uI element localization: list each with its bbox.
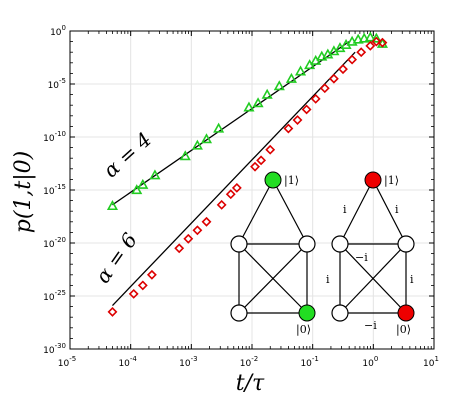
data-point-series-0 xyxy=(149,169,161,180)
y-tick-label: 10-25 xyxy=(43,289,66,303)
data-point-series-1 xyxy=(128,288,139,299)
data-point-series-0 xyxy=(243,101,255,112)
inset-graph-red: |1⟩ |0⟩ i i −i i i −i xyxy=(326,171,415,337)
data-point-series-0 xyxy=(213,122,225,133)
inset-green-node-mid-left xyxy=(230,235,248,253)
data-point-series-1 xyxy=(319,83,330,94)
x-tick-label: 10-5 xyxy=(58,355,76,369)
data-point-series-0 xyxy=(358,32,370,43)
inset-red-weight-bottom: −i xyxy=(364,319,377,332)
data-point-series-1 xyxy=(301,104,312,115)
data-point-series-1 xyxy=(192,225,203,236)
data-point-series-0 xyxy=(261,88,273,99)
data-point-series-1 xyxy=(201,216,212,227)
inset-red-weight-right: i xyxy=(410,273,414,286)
data-point-series-0 xyxy=(294,65,307,76)
marker-layer xyxy=(106,31,388,317)
data-point-series-0 xyxy=(364,31,376,42)
x-tick-label: 10-3 xyxy=(179,355,197,369)
inset-green-node-bottom-right xyxy=(298,304,316,322)
x-axis-label: t/τ xyxy=(236,371,265,396)
inset-red-node-mid-left xyxy=(331,235,349,253)
fit-layer xyxy=(111,41,356,306)
x-tick-label: 10-2 xyxy=(240,355,258,369)
inset-green-edges xyxy=(238,179,308,314)
data-point-series-1 xyxy=(292,115,303,125)
inset-graph-green: |1⟩ |0⟩ xyxy=(230,171,316,337)
x-tick-label: 100 xyxy=(362,355,378,369)
inset-red-weight-upper-right: i xyxy=(395,203,399,216)
y-tick-label: 10-30 xyxy=(43,342,66,356)
annotation-alpha-6: α = 6 xyxy=(90,228,142,288)
y-tick-label: 10-10 xyxy=(43,130,66,144)
data-point-series-0 xyxy=(131,184,143,195)
data-point-series-1 xyxy=(174,243,185,254)
x-tick-label: 101 xyxy=(423,355,439,369)
fit-line-series-0 xyxy=(112,41,350,206)
inset-red-edges xyxy=(339,179,407,314)
data-point-series-0 xyxy=(200,133,213,144)
data-point-series-1 xyxy=(256,155,267,166)
data-point-series-1 xyxy=(146,269,157,280)
inset-red-weight-middle: −i xyxy=(355,251,368,264)
inset-red-weight-upper-left: i xyxy=(343,203,347,216)
x-tick-label: 10-4 xyxy=(118,355,137,369)
data-point-series-1 xyxy=(183,233,194,244)
inset-red-top-label: |1⟩ xyxy=(384,174,399,188)
data-point-series-1 xyxy=(137,280,148,291)
annotation-alpha-4: α = 4 xyxy=(99,127,156,182)
inset-red-node-bottom-left xyxy=(331,304,349,322)
inset-green-node-mid-right xyxy=(298,235,316,253)
data-point-series-1 xyxy=(216,199,227,210)
data-point-series-1 xyxy=(283,123,294,134)
data-point-series-1 xyxy=(250,161,260,172)
data-point-series-1 xyxy=(356,47,367,58)
inset-green-top-label: |1⟩ xyxy=(284,174,299,188)
data-point-series-0 xyxy=(370,32,382,43)
inset-red-node-mid-right xyxy=(397,235,415,253)
data-point-series-0 xyxy=(191,139,203,150)
data-point-series-0 xyxy=(137,178,149,189)
y-tick-label: 10-20 xyxy=(43,236,66,250)
data-point-series-1 xyxy=(107,306,118,317)
inset-green-bottom-label: |0⟩ xyxy=(296,323,311,337)
data-point-series-0 xyxy=(179,150,191,161)
data-point-series-1 xyxy=(310,93,321,104)
inset-red-bottom-label: |0⟩ xyxy=(396,323,411,337)
data-point-series-1 xyxy=(225,189,236,200)
data-point-series-1 xyxy=(365,40,376,51)
data-point-series-1 xyxy=(265,144,276,155)
inset-red-node-top xyxy=(364,171,382,189)
y-tick-label: 100 xyxy=(50,24,66,38)
x-tick-label: 10-1 xyxy=(300,355,318,369)
y-axis-label: p(1,t|0) xyxy=(11,151,36,234)
data-point-series-1 xyxy=(377,37,388,48)
data-point-series-0 xyxy=(106,200,119,211)
fit-line-series-1 xyxy=(111,51,356,306)
inset-green-node-top xyxy=(264,171,282,189)
data-point-series-1 xyxy=(347,54,358,65)
data-point-series-0 xyxy=(285,72,297,83)
data-point-series-0 xyxy=(352,33,364,44)
data-point-series-1 xyxy=(338,64,348,75)
grid-layer xyxy=(69,30,435,350)
data-point-series-1 xyxy=(328,73,339,84)
data-point-series-1 xyxy=(371,36,382,47)
data-point-series-0 xyxy=(273,80,285,91)
tick-layer: 10-5 10-4 10-3 10-2 10-1 100 101 100 10-5 10-10 10… xyxy=(43,24,439,369)
data-point-series-0 xyxy=(252,97,264,108)
data-point-series-1 xyxy=(231,182,242,193)
y-tick-label: 10-15 xyxy=(43,183,66,197)
inset-green-node-bottom-left xyxy=(230,304,248,322)
inset-red-weight-left: i xyxy=(326,273,330,286)
y-tick-label: 10-5 xyxy=(48,77,66,91)
inset-red-node-bottom-right xyxy=(397,304,415,322)
